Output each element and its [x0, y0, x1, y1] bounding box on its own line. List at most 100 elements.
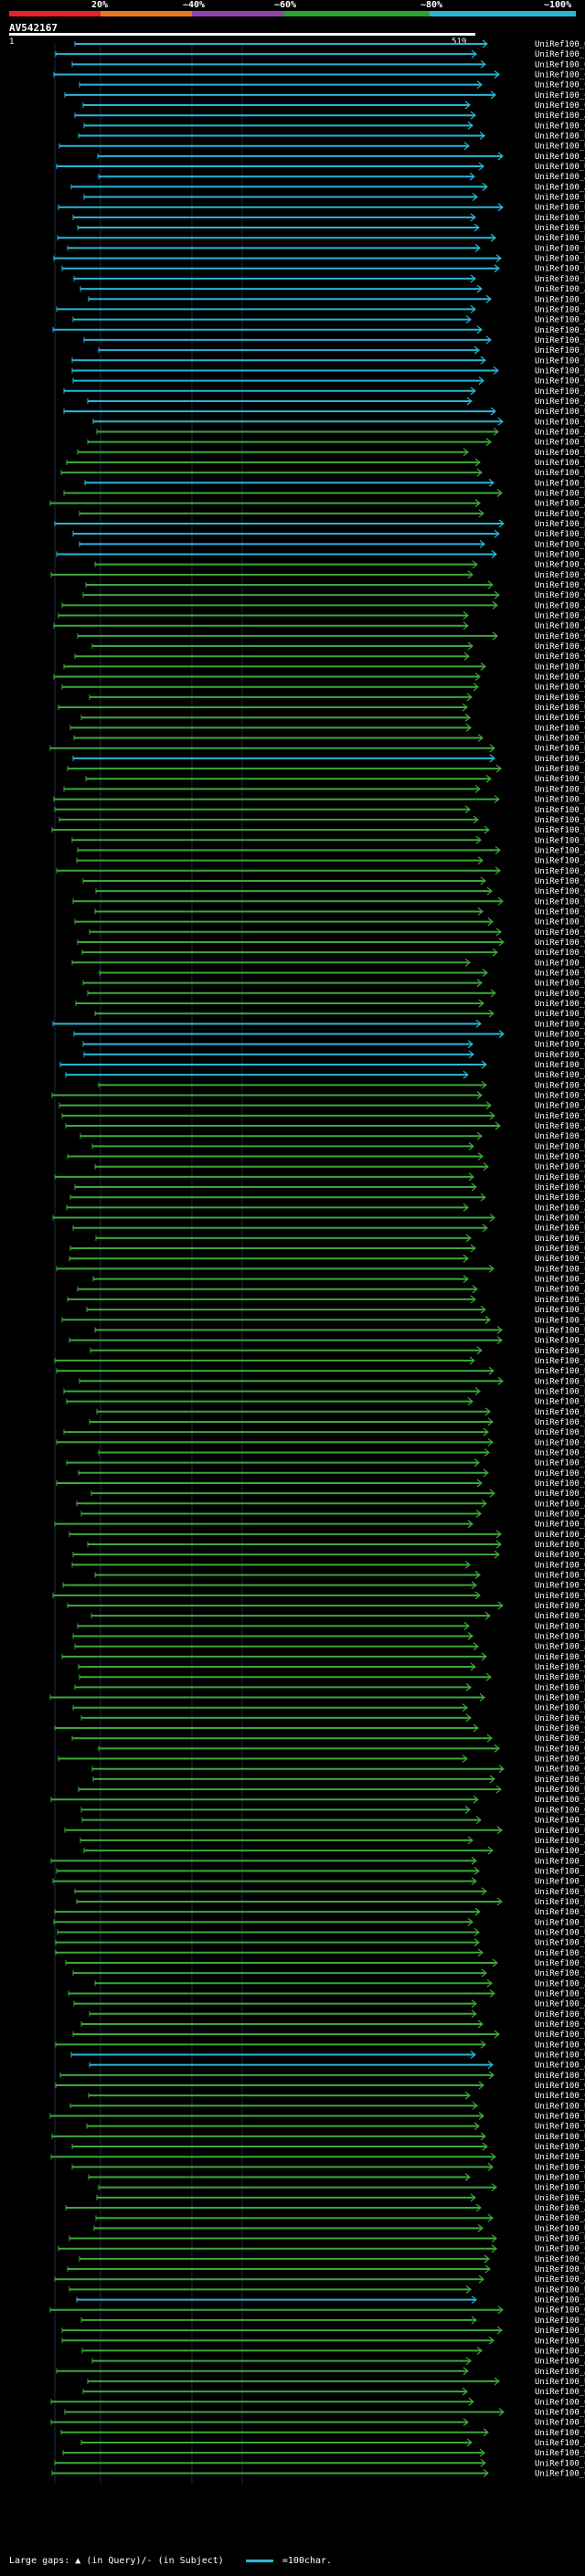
hit-label[interactable]: UniRef100_UP1000..	[535, 2224, 585, 2233]
hit-row[interactable]: UniRef100_UP1000..	[69, 2101, 585, 2111]
hit-label[interactable]: UniRef100_B7QG34	[535, 663, 585, 672]
hit-row[interactable]: UniRef100_UP1000..	[82, 979, 585, 989]
hit-row[interactable]: UniRef100_UP1000..	[58, 703, 585, 713]
hit-label[interactable]: UniRef100_B5T1M2	[535, 1235, 585, 1244]
hit-label[interactable]: UniRef100_Q9EHU1	[535, 2429, 585, 2438]
hit-row[interactable]: UniRef100_Q5KFE8	[82, 590, 585, 600]
hit-label[interactable]: UniRef100_B6T198	[535, 346, 585, 355]
hit-label[interactable]: UniRef100_UP1000..	[535, 836, 585, 845]
hit-label[interactable]: UniRef100_A7R0L1	[535, 1837, 585, 1846]
hit-row[interactable]: UniRef100_C4Y3H6	[67, 1601, 585, 1611]
hit-row[interactable]: UniRef100_C4QQY3	[80, 2316, 585, 2326]
hit-label[interactable]: UniRef100_B9W119	[535, 1061, 585, 1070]
hit-row[interactable]: UniRef100_C3YZ33	[66, 458, 585, 468]
hit-label[interactable]: UniRef100_UP1000..	[535, 897, 585, 906]
hit-row[interactable]: UniRef100_Q6Q312	[81, 948, 585, 958]
hit-label[interactable]: UniRef100_A0CEX7	[535, 2347, 585, 2356]
hit-row[interactable]: UniRef100_Q5EP6X	[56, 1437, 585, 1447]
hit-label[interactable]: UniRef100_UP1000..	[535, 2337, 585, 2346]
hit-label[interactable]: UniRef100_B4FEE7	[535, 224, 585, 233]
hit-row[interactable]: UniRef100_P13008	[56, 550, 585, 560]
hit-label[interactable]: UniRef100_A9PDZ4	[535, 173, 585, 182]
hit-row[interactable]: UniRef100_B6HHY7	[49, 2112, 585, 2122]
hit-label[interactable]: UniRef100_C4R0F8	[535, 1817, 585, 1826]
hit-row[interactable]: UniRef100_Q4P4T0	[69, 1336, 585, 1346]
hit-row[interactable]: UniRef100_C5FCM5	[67, 1295, 585, 1305]
hit-label[interactable]: UniRef100_C1EB13	[535, 2255, 585, 2264]
hit-row[interactable]: UniRef100_Q7SZW6	[72, 376, 585, 387]
hit-row[interactable]: UniRef100_UP1000..	[87, 438, 585, 448]
hit-label[interactable]: UniRef100_C5M5S1	[535, 1612, 585, 1621]
hit-label[interactable]: UniRef100_UP1000..	[535, 1939, 585, 1948]
hit-label[interactable]: UniRef100_Q75J08	[535, 1551, 585, 1560]
hit-row[interactable]: UniRef100_B6T1B8	[67, 243, 585, 253]
hit-row[interactable]: UniRef100_Q0DMB9	[52, 325, 585, 335]
hit-label[interactable]: UniRef100_UP1000..	[535, 1888, 585, 1897]
hit-label[interactable]: UniRef100_A9P8L6	[535, 111, 585, 121]
hit-label[interactable]: UniRef100_UP1000..	[535, 1010, 585, 1019]
hit-row[interactable]: UniRef100_Q9SWC7	[56, 1479, 585, 1489]
hit-label[interactable]: UniRef100_A0I522	[535, 2204, 585, 2213]
hit-label[interactable]: UniRef100_P27085	[535, 796, 585, 805]
hit-label[interactable]: UniRef100_C5E745	[535, 694, 585, 703]
hit-label[interactable]: UniRef100_UP1000..	[535, 1776, 585, 1785]
hit-label[interactable]: UniRef100_B5DGX7	[535, 918, 585, 928]
hit-label[interactable]: UniRef100_B2YH05	[535, 1521, 585, 1530]
hit-row[interactable]: UniRef100_UP1000..	[85, 774, 585, 784]
hit-label[interactable]: UniRef100_Q5KCP3	[535, 1806, 585, 1815]
hit-label[interactable]: UniRef100_C4QD52	[535, 2296, 585, 2306]
hit-row[interactable]: UniRef100_A2QSX1	[76, 856, 585, 866]
hit-label[interactable]: UniRef100_A9NLB0	[535, 305, 585, 314]
hit-label[interactable]: UniRef100_Q5B6S3	[535, 1173, 585, 1182]
hit-row[interactable]: UniRef100_B8NN69	[86, 1305, 585, 1315]
hit-row[interactable]: UniRef100_B9S4D5	[83, 193, 585, 203]
hit-row[interactable]: UniRef100_B6SIW2	[71, 355, 585, 366]
hit-label[interactable]: UniRef100_B6HHY7	[535, 2113, 585, 2122]
hit-row[interactable]: UniRef100_P27085	[53, 795, 585, 805]
hit-row[interactable]: UniRef100_A7Q3U7	[97, 152, 585, 162]
hit-label[interactable]: UniRef100_UP1000..	[535, 1704, 585, 1713]
hit-label[interactable]: UniRef100_UP1000..	[535, 735, 585, 744]
hit-row[interactable]: UniRef100_A9T5J5	[87, 397, 585, 407]
hit-row[interactable]: UniRef100_B5FYD8	[49, 744, 585, 754]
hit-label[interactable]: UniRef100_B9S7T1	[535, 204, 585, 213]
hit-row[interactable]: UniRef100_B2VX27	[90, 1346, 585, 1356]
hit-row[interactable]: UniRef100_Q82P98	[80, 2019, 585, 2030]
hit-label[interactable]: UniRef100_B6T1B8	[535, 244, 585, 253]
hit-row[interactable]: UniRef100_UP1000..	[63, 407, 585, 417]
hit-row[interactable]: UniRef100_UP1000..	[79, 1376, 585, 1386]
hit-row[interactable]: UniRef100_Q8T5Y2	[71, 2162, 585, 2172]
hit-label[interactable]: UniRef100_Q4X1U0	[535, 1653, 585, 1662]
hit-row[interactable]: UniRef100_C5L610	[54, 1907, 585, 1917]
hit-row[interactable]: UniRef100_Q9XKB9	[79, 539, 585, 549]
hit-label[interactable]: UniRef100_Q59UL2	[535, 510, 585, 519]
hit-label[interactable]: UniRef100_Q4F4B0	[535, 928, 585, 938]
hit-row[interactable]: UniRef100_C4QD52	[76, 2295, 585, 2306]
hit-row[interactable]: UniRef100_B6T9N0	[57, 233, 585, 243]
hit-label[interactable]: UniRef100_B2Y1Z0	[535, 489, 585, 498]
hit-row[interactable]: UniRef100_UP1000..	[91, 1141, 585, 1151]
hit-label[interactable]: UniRef100_C4L252	[535, 1969, 585, 1978]
hit-row[interactable]: UniRef100_A9TYP2	[72, 315, 585, 325]
hit-label[interactable]: UniRef100_Q2U896	[535, 1163, 585, 1172]
hit-label[interactable]: UniRef100_C5FCM5	[535, 1296, 585, 1305]
hit-label[interactable]: UniRef100_P49206	[535, 50, 585, 59]
hit-row[interactable]: UniRef100_C4JJZ6	[61, 1111, 585, 1121]
hit-row[interactable]: UniRef100_A0CEX7	[81, 2346, 585, 2356]
hit-row[interactable]: UniRef100_C6ZQK8	[83, 1050, 585, 1060]
hit-row[interactable]: UniRef100_C1HAY3	[90, 1489, 585, 1499]
hit-row[interactable]: UniRef100_C5YZS0	[83, 335, 585, 345]
hit-row[interactable]: UniRef100_A7NY17	[70, 182, 585, 192]
hit-label[interactable]: UniRef100_Q1SEM0	[535, 2449, 585, 2458]
hit-label[interactable]: UniRef100_Q8T5Y2	[535, 2163, 585, 2172]
hit-row[interactable]: UniRef100_UP1000..	[70, 2051, 585, 2060]
hit-row[interactable]: UniRef100_A4R1R2	[58, 611, 585, 621]
hit-label[interactable]: UniRef100_C1HAY3	[535, 1489, 585, 1499]
hit-label[interactable]: UniRef100_Q5KFE8	[535, 591, 585, 600]
hit-row[interactable]: UniRef100_UP1000..	[99, 969, 585, 978]
hit-label[interactable]: UniRef100_A9TYP2	[535, 316, 585, 325]
hit-row[interactable]: UniRef100_B7QG34	[63, 662, 585, 672]
hit-row[interactable]: UniRef100_A2QEY7	[56, 2367, 585, 2377]
hit-row[interactable]: UniRef100_C6SV16	[83, 121, 585, 131]
hit-label[interactable]: UniRef100_Q9U756	[535, 1561, 585, 1570]
